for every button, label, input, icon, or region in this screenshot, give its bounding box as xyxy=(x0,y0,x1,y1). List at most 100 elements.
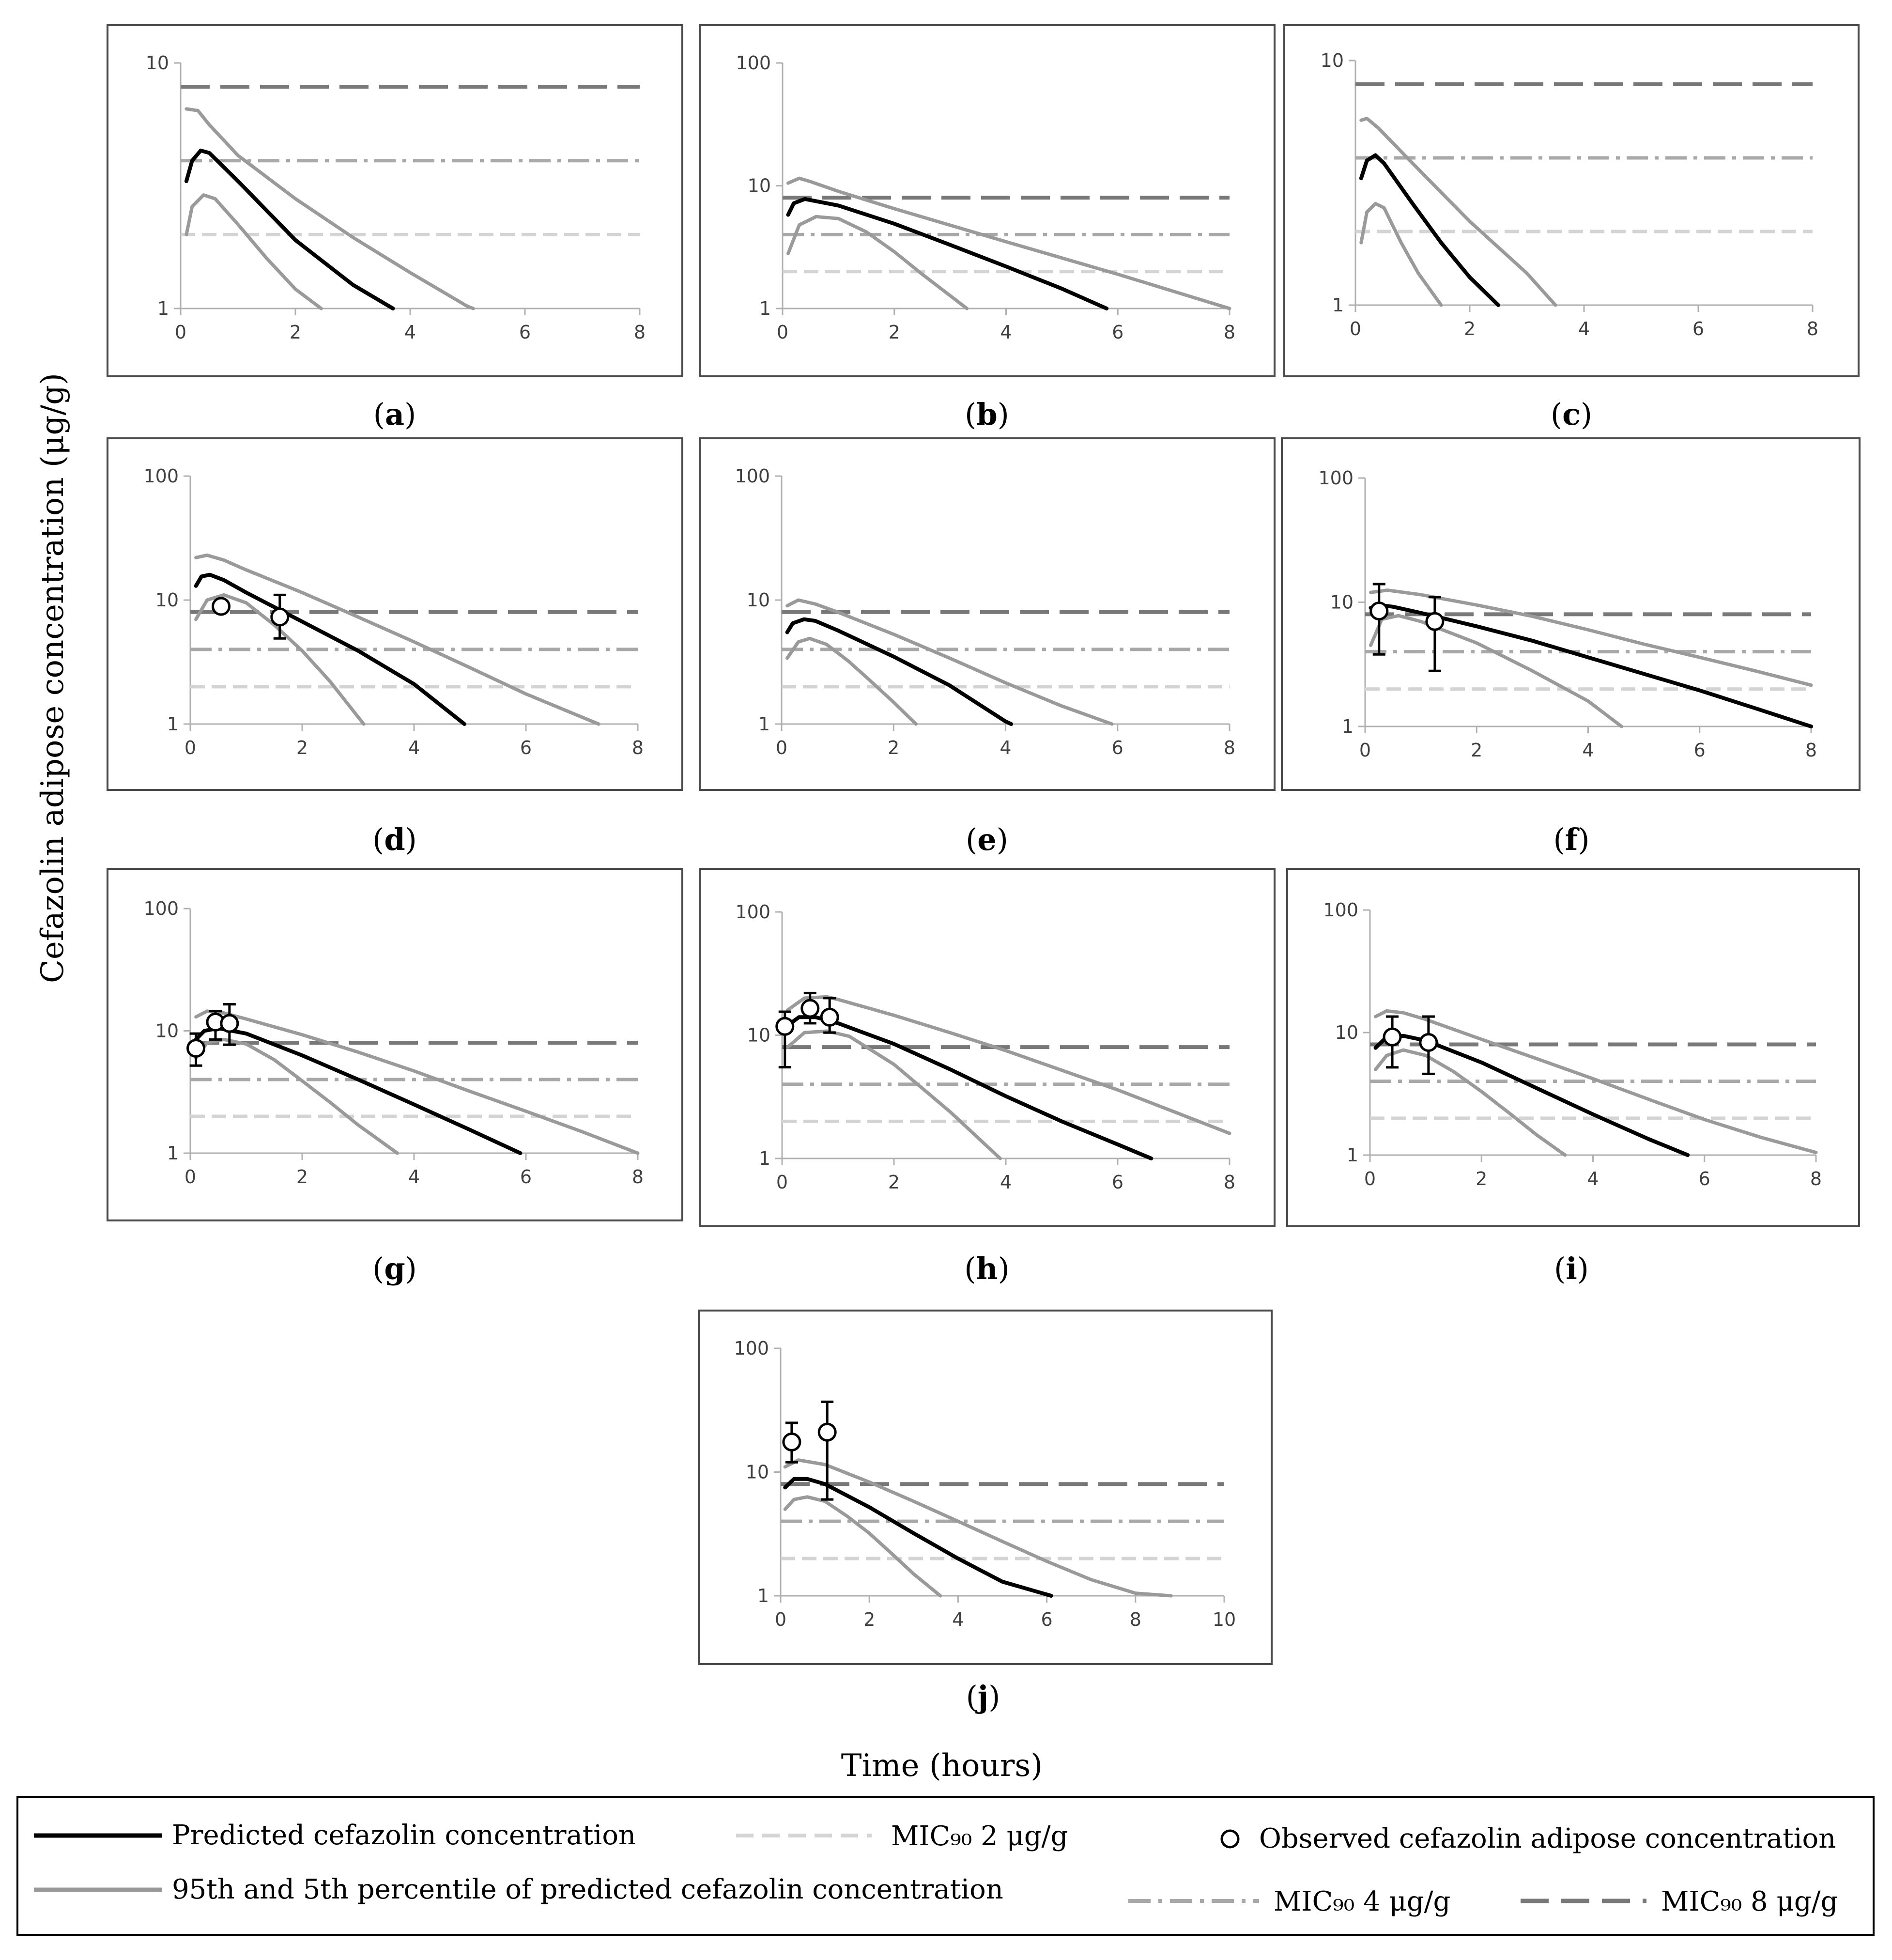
panel-frame xyxy=(1283,24,1860,377)
chart-panel-a: 1 10 0 2 4 6 8 (a) xyxy=(107,24,683,432)
y-tick-label: 10 xyxy=(747,589,770,611)
panel-caption: (a) xyxy=(373,397,416,432)
x-tick-label: 6 xyxy=(520,1166,532,1188)
panel-frame xyxy=(699,24,1276,377)
series-p5-line xyxy=(783,1495,942,1598)
observed-point xyxy=(1419,1033,1438,1052)
x-tick-label: 4 xyxy=(1000,1172,1012,1193)
x-tick-label: 4 xyxy=(952,1609,964,1630)
series-predicted-line xyxy=(1359,153,1500,307)
series-predicted-line xyxy=(783,1477,1053,1598)
observed-point xyxy=(186,1039,206,1058)
panel-caption: (h) xyxy=(964,1251,1009,1286)
x-tick-label: 0 xyxy=(776,1172,788,1193)
series-p5-line xyxy=(1359,201,1443,307)
x-tick-label: 8 xyxy=(1807,318,1818,340)
y-tick-label: 1 xyxy=(759,1148,770,1169)
legend-observed-label: Observed cefazolin adipose concentration xyxy=(1259,1823,1836,1854)
y-tick-label: 10 xyxy=(746,1462,769,1483)
x-tick-label: 2 xyxy=(296,737,308,758)
panel-frame xyxy=(107,24,683,377)
observed-point xyxy=(817,1422,837,1442)
chart-panel-j: 1 10 100 0 2 4 6 8 10 (j) xyxy=(698,1310,1273,1714)
y-tick-label: 100 xyxy=(735,901,770,923)
x-tick-label: 2 xyxy=(888,1172,900,1193)
y-tick-label: 1 xyxy=(1342,716,1354,737)
x-tick-label: 8 xyxy=(1224,1172,1235,1193)
series-p95-line xyxy=(1359,117,1557,307)
x-tick-label: 2 xyxy=(290,322,301,343)
legend-percentile-label: 95th and 5th percentile of predicted cef… xyxy=(172,1874,1003,1905)
series-predicted-line xyxy=(194,572,466,726)
series-p5-line xyxy=(194,1037,399,1155)
x-tick-label: 10 xyxy=(1213,1609,1236,1630)
series-predicted-line xyxy=(194,1026,523,1155)
observed-point xyxy=(1383,1027,1402,1047)
x-tick-label: 4 xyxy=(408,1166,420,1188)
x-tick-label: 2 xyxy=(1476,1168,1487,1189)
observed-point xyxy=(1369,602,1389,621)
observed-point xyxy=(800,999,820,1018)
series-predicted-line xyxy=(1369,603,1813,728)
observed-point xyxy=(220,1014,239,1033)
chart-panel-g: 1 10 100 0 2 4 6 8 (g) xyxy=(107,868,683,1286)
x-tick-label: 8 xyxy=(632,1166,644,1188)
x-tick-label: 0 xyxy=(1364,1168,1376,1189)
chart-panel-d: 1 10 100 0 2 4 6 8 (d) xyxy=(107,437,683,857)
series-p95-line xyxy=(785,598,1114,726)
panel-caption: (d) xyxy=(372,822,417,857)
y-tick-label: 10 xyxy=(155,589,179,611)
x-tick-label: 2 xyxy=(1464,318,1476,340)
series-p95-line xyxy=(786,995,1231,1135)
series-p95-line xyxy=(786,176,1231,310)
series-p5-line xyxy=(786,1029,1002,1160)
x-tick-label: 6 xyxy=(1692,318,1704,340)
chart-panel-i: 1 10 100 0 2 4 6 8 (i) xyxy=(1286,868,1860,1286)
x-tick-label: 0 xyxy=(185,1166,196,1188)
panel-caption: (g) xyxy=(372,1251,417,1286)
x-tick-label: 8 xyxy=(1130,1609,1141,1630)
series-p5-line xyxy=(185,193,323,310)
y-tick-label: 10 xyxy=(1330,592,1354,613)
y-tick-label: 100 xyxy=(143,898,179,919)
y-tick-label: 1 xyxy=(157,298,169,319)
x-tick-label: 8 xyxy=(1224,322,1235,343)
observed-point xyxy=(782,1432,801,1451)
x-tick-label: 8 xyxy=(1224,737,1235,758)
y-tick-label: 10 xyxy=(1321,50,1344,71)
series-p95-line xyxy=(194,1009,640,1155)
y-tick-label: 1 xyxy=(1347,1144,1358,1166)
chart-panel-e: 1 10 100 0 2 4 6 8 (e) xyxy=(699,437,1276,857)
series-predicted-line xyxy=(786,197,1109,310)
chart-panel-b: 1 10 100 0 2 4 6 8 (b) xyxy=(699,24,1276,432)
x-tick-label: 8 xyxy=(1805,740,1817,761)
panel-caption: (e) xyxy=(966,822,1008,857)
y-tick-label: 1 xyxy=(759,298,771,319)
y-tick-label: 100 xyxy=(734,1338,769,1359)
observed-point xyxy=(775,1017,795,1036)
x-tick-label: 0 xyxy=(1350,318,1361,340)
series-p95-line xyxy=(194,553,600,726)
series-p95-line xyxy=(1374,1009,1818,1155)
panel-frame xyxy=(699,437,1276,791)
x-tick-label: 6 xyxy=(1041,1609,1053,1630)
series-p5-line xyxy=(1369,614,1624,728)
panel-frame xyxy=(698,1310,1273,1665)
series-p5-line xyxy=(194,593,366,726)
legend-mic8-label: MIC₉₀ 8 μg/g xyxy=(1661,1886,1838,1917)
legend-mic2-label: MIC₉₀ 2 μg/g xyxy=(891,1821,1068,1852)
x-tick-label: 8 xyxy=(1810,1168,1822,1189)
legend-mic4-label: MIC₉₀ 4 μg/g xyxy=(1274,1886,1450,1917)
y-tick-label: 1 xyxy=(167,713,179,735)
chart-panel-f: 1 10 100 0 2 4 6 8 (f) xyxy=(1281,437,1861,857)
x-tick-label: 0 xyxy=(175,322,186,343)
y-tick-label: 10 xyxy=(747,1025,770,1046)
x-tick-label: 4 xyxy=(1578,318,1590,340)
x-tick-label: 6 xyxy=(1112,1172,1123,1193)
x-tick-label: 2 xyxy=(889,322,900,343)
panel-frame xyxy=(699,868,1276,1227)
x-tick-label: 4 xyxy=(404,322,416,343)
panel-frame xyxy=(107,437,683,791)
